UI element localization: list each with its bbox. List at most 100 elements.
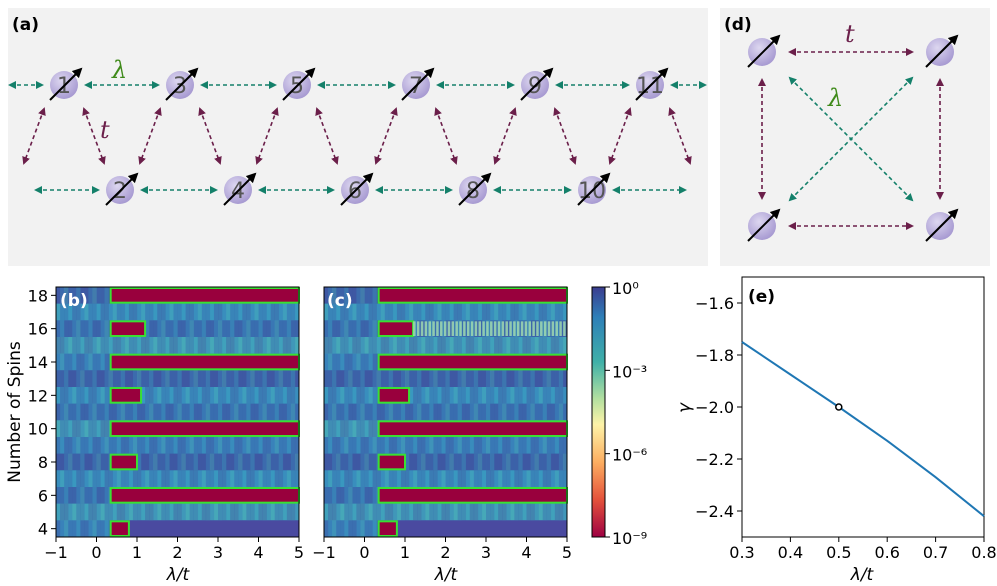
heatmap-cell (270, 403, 275, 421)
heatmap-cell (473, 453, 479, 471)
heatmap-cell (380, 337, 386, 354)
heatmap-cell (177, 403, 182, 421)
heatmap-cell (372, 370, 377, 387)
heatmap-cell (534, 303, 539, 321)
heatmap-cell (262, 320, 267, 337)
heatmap-cell (157, 437, 162, 454)
heatmap-cell (372, 470, 377, 487)
heatmap-cell (226, 387, 231, 404)
heatmap-cell (104, 520, 109, 537)
heatmap-cell (72, 370, 77, 387)
heatmap-cell (328, 370, 333, 387)
heatmap-cell (481, 370, 487, 387)
heatmap-cell (189, 387, 194, 404)
heatmap-cell (486, 303, 491, 321)
heatmap-cell (344, 303, 349, 321)
heatmap-cell (364, 403, 369, 421)
heatmap-row (56, 470, 299, 488)
heatmap-cell (360, 503, 365, 521)
heatmap-cell (449, 303, 454, 321)
heatmap-cell (486, 437, 491, 454)
heatmap-cell (486, 503, 491, 521)
heatmap-cell (344, 520, 349, 537)
heatmap-cell (88, 403, 93, 421)
heatmap-cell (96, 437, 101, 454)
heatmap-cell (360, 320, 365, 337)
heatmap-cell (520, 321, 524, 336)
panel-d-label: (d) (724, 15, 752, 35)
heatmap-cell (546, 470, 552, 487)
heatmap-cell (554, 387, 560, 404)
heatmap-cell (502, 320, 507, 337)
heatmap-cell (294, 403, 300, 421)
heatmap-cell (250, 370, 255, 387)
heatmap-cell (286, 387, 292, 404)
heatmap-cell (368, 520, 373, 537)
heatmap-cell (68, 303, 73, 321)
heatmap-cell (546, 337, 552, 354)
heatmap-cell (554, 303, 560, 321)
heatmap-cell (547, 321, 551, 336)
heatmap-cell (482, 321, 485, 336)
heatmap-cell (360, 303, 365, 321)
heatmap-cell (494, 303, 499, 321)
heatmap-cell (481, 503, 487, 521)
heatmap-cell (348, 420, 353, 437)
heatmap-cell (189, 437, 194, 454)
heatmap-cell (514, 437, 519, 454)
heatmap-cell (76, 437, 81, 454)
heatmap-cell (356, 453, 361, 471)
heatmap-cell (461, 503, 467, 521)
colorbar-tick-label: 10⁻³ (612, 362, 647, 381)
heatmap-cell (494, 437, 499, 454)
heatmap-cell (124, 403, 130, 421)
heatmap-cell (532, 321, 535, 336)
heatmap-cell (368, 303, 373, 321)
heatmap-cell (409, 303, 414, 321)
heatmap-cell (336, 337, 341, 354)
heatmap-ylabel: Number of Spins (5, 341, 25, 483)
heatmap-row (56, 403, 299, 421)
heatmap-cell (124, 370, 130, 387)
heatmap-cell (502, 337, 507, 354)
heatmap-cell (506, 303, 511, 321)
heatmap-cell (294, 387, 300, 404)
heatmap-cell (526, 403, 531, 421)
heatmap-cell (88, 337, 93, 354)
heatmap-cell (234, 370, 239, 387)
heatmap-cell (84, 353, 89, 371)
heatmap-cell (226, 370, 231, 387)
heatmap-cell (88, 503, 93, 521)
heatmap-cell (356, 403, 361, 421)
heatmap-cell (100, 453, 105, 471)
heatmap-cell (469, 303, 475, 321)
heatmap-cell (104, 387, 109, 404)
heatmap-cell (494, 470, 499, 487)
heatmap-cell (530, 387, 535, 404)
heatmap-cell (332, 353, 337, 371)
spin-site-arrow (49, 67, 83, 101)
heatmap-cell (68, 320, 73, 337)
heatmap-cell (169, 303, 174, 321)
heatmap-cell (368, 420, 373, 437)
heatmap-cell (286, 370, 292, 387)
heatmap-cell (116, 470, 122, 487)
heatmap-cell (473, 503, 479, 521)
heatmap-cell (258, 370, 263, 387)
heatmap-cell (72, 470, 77, 487)
heatmap-cell (149, 503, 154, 521)
heatmap-cell (441, 387, 446, 404)
panel-a-lambda-label: λ (111, 56, 127, 84)
heatmap-cell (270, 503, 275, 521)
x-tick-label: 2 (440, 543, 450, 562)
heatmap-cell (76, 370, 81, 387)
heatmap-cell (137, 303, 142, 321)
heatmap-cell (522, 387, 527, 404)
heatmap-cell (506, 320, 511, 337)
heatmap-cell (246, 370, 251, 387)
heatmap-cell (161, 303, 166, 321)
heatmap-cell (352, 370, 357, 387)
heatmap-cell (477, 470, 483, 487)
heatmap-cell (258, 437, 263, 454)
heatmap-cell (92, 503, 97, 521)
